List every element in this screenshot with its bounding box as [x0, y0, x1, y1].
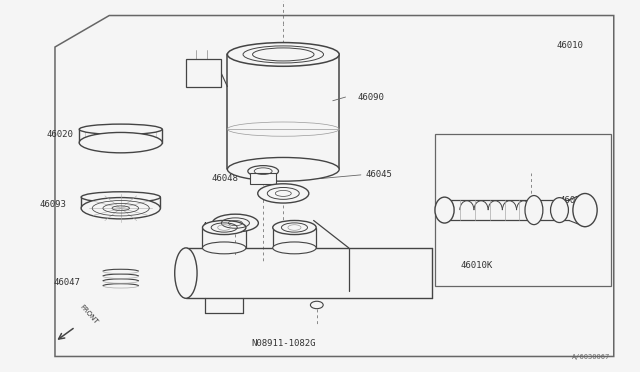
Ellipse shape — [258, 184, 309, 203]
Ellipse shape — [202, 242, 246, 254]
Ellipse shape — [79, 132, 163, 153]
Text: 46047: 46047 — [53, 278, 80, 287]
Ellipse shape — [273, 242, 316, 254]
Ellipse shape — [525, 196, 543, 225]
Ellipse shape — [435, 197, 454, 223]
Circle shape — [310, 301, 323, 309]
Ellipse shape — [202, 221, 246, 235]
Text: 46071: 46071 — [559, 196, 586, 205]
Text: 46093: 46093 — [39, 200, 66, 209]
Ellipse shape — [227, 157, 339, 181]
Text: 46048: 46048 — [211, 174, 238, 183]
Ellipse shape — [573, 193, 597, 227]
Text: 46020: 46020 — [47, 129, 74, 139]
Ellipse shape — [212, 214, 259, 232]
Ellipse shape — [81, 198, 161, 219]
Text: 46010: 46010 — [556, 41, 583, 50]
Ellipse shape — [79, 124, 163, 135]
Ellipse shape — [273, 221, 316, 235]
Ellipse shape — [248, 166, 278, 177]
Ellipse shape — [550, 198, 568, 222]
Ellipse shape — [227, 42, 339, 66]
Text: A/6030067: A/6030067 — [572, 354, 611, 360]
Text: 46045: 46045 — [202, 222, 228, 231]
FancyBboxPatch shape — [186, 59, 221, 87]
Text: 46010K: 46010K — [461, 261, 493, 270]
Ellipse shape — [81, 192, 161, 202]
Ellipse shape — [175, 248, 197, 298]
Text: N08911-1082G: N08911-1082G — [252, 339, 316, 348]
Text: 46090: 46090 — [357, 93, 384, 102]
Text: 46045: 46045 — [366, 170, 393, 179]
FancyBboxPatch shape — [250, 173, 276, 184]
Text: FRONT: FRONT — [79, 304, 99, 325]
